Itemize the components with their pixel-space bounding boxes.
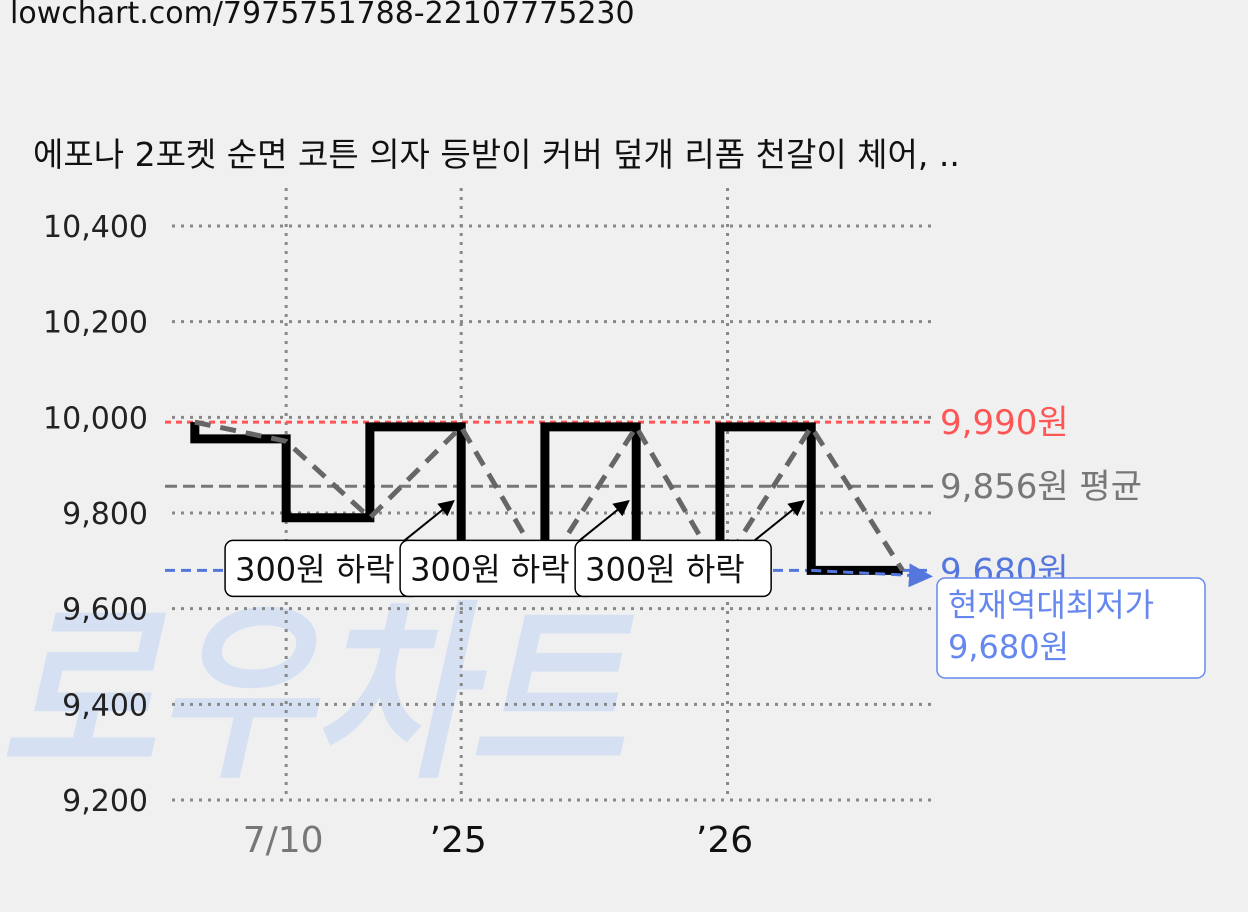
- reference-label: 9,990원: [940, 403, 1069, 443]
- y-tick-label: 9,800: [62, 497, 148, 532]
- chart-title: 에포나 2포켓 순면 코튼 의자 등받이 커버 덮개 리폼 천갈이 체어, ..: [33, 135, 960, 174]
- annotation-box: 300원 하락: [399, 539, 597, 598]
- low-callout: 현재역대최저가 9,680원: [936, 577, 1206, 679]
- y-tick-label: 10,400: [43, 210, 148, 245]
- annotation-label: 300원 하락: [410, 550, 570, 588]
- y-tick-label: 9,200: [62, 784, 148, 819]
- low-callout-line: 현재역대최저가: [948, 586, 1154, 624]
- watermark-logo: 로우차트: [0, 584, 635, 805]
- low-callout-line: 9,680원: [948, 628, 1069, 666]
- low-callout-rect: [936, 577, 1206, 679]
- annotation-label: 300원 하락: [585, 550, 745, 588]
- reference-label: 9,856원 평균: [940, 467, 1142, 507]
- annotation-label: 300원 하락: [235, 550, 395, 588]
- annotation-box: 300원 하락: [574, 539, 772, 598]
- x-tick-label: 7/10: [243, 820, 324, 861]
- low-arrow: [811, 563, 933, 588]
- annotation-box: 300원 하락: [224, 539, 422, 598]
- y-tick-label: 9,600: [62, 593, 148, 628]
- axes: 10,400 10,200 10,000 9,800 9,600 9,400 9,200 7/…: [43, 210, 753, 861]
- y-tick-label: 10,000: [43, 401, 148, 436]
- y-tick-label: 9,400: [62, 688, 148, 723]
- page-url: lowchart.com/7975751788-22107775230: [10, 0, 635, 31]
- x-tick-label: ’25: [430, 820, 487, 861]
- y-tick-label: 10,200: [43, 306, 148, 341]
- annotation-rect: [574, 539, 772, 598]
- x-tick-label: ’26: [696, 820, 753, 861]
